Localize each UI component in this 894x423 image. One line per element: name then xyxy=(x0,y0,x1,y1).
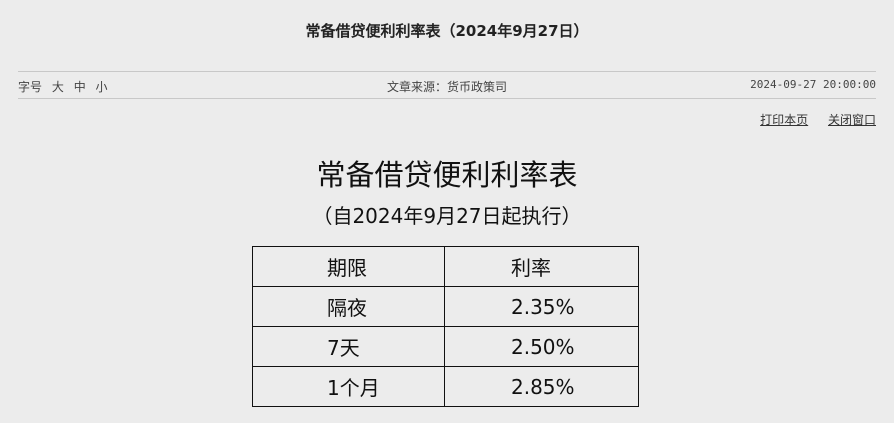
print-page-link[interactable]: 打印本页 xyxy=(760,113,809,127)
article-title: 常备借贷便利利率表 xyxy=(316,158,578,192)
rate-table: 期限 利率 隔夜 2.35% 7天 2.50% 1个月 2.85% xyxy=(252,246,639,407)
rate-cell: 2.35% xyxy=(444,286,639,327)
table-header-row: 期限 利率 xyxy=(252,246,639,287)
action-links: 打印本页 关闭窗口 xyxy=(744,111,876,128)
close-window-link[interactable]: 关闭窗口 xyxy=(827,113,876,127)
table-row: 7天 2.50% xyxy=(252,326,639,367)
rate-cell: 2.50% xyxy=(444,326,639,367)
term-cell: 1个月 xyxy=(252,366,445,407)
publish-datetime: 2024-09-27 20:00:00 xyxy=(750,78,876,91)
font-size-medium[interactable]: 中 xyxy=(73,80,86,94)
table-row: 隔夜 2.35% xyxy=(252,286,639,327)
font-size-controls: 字号 大 中 小 xyxy=(18,78,114,95)
term-cell: 隔夜 xyxy=(252,286,445,327)
article-source: 文章来源：货币政策司 xyxy=(386,80,507,94)
header-rate: 利率 xyxy=(444,246,639,287)
article-subtitle: （自2024年9月27日起执行） xyxy=(312,204,582,228)
font-size-large[interactable]: 大 xyxy=(51,80,64,94)
term-cell: 7天 xyxy=(252,326,445,367)
rate-cell: 2.85% xyxy=(444,366,639,407)
font-size-small[interactable]: 小 xyxy=(95,80,108,94)
page-header-title: 常备借贷便利利率表（2024年9月27日） xyxy=(305,22,589,40)
font-size-label: 字号 xyxy=(18,80,43,94)
table-row: 1个月 2.85% xyxy=(252,366,639,407)
meta-bar: 字号 大 中 小 文章来源：货币政策司 2024-09-27 20:00:00 xyxy=(18,71,876,99)
header-term: 期限 xyxy=(252,246,445,287)
